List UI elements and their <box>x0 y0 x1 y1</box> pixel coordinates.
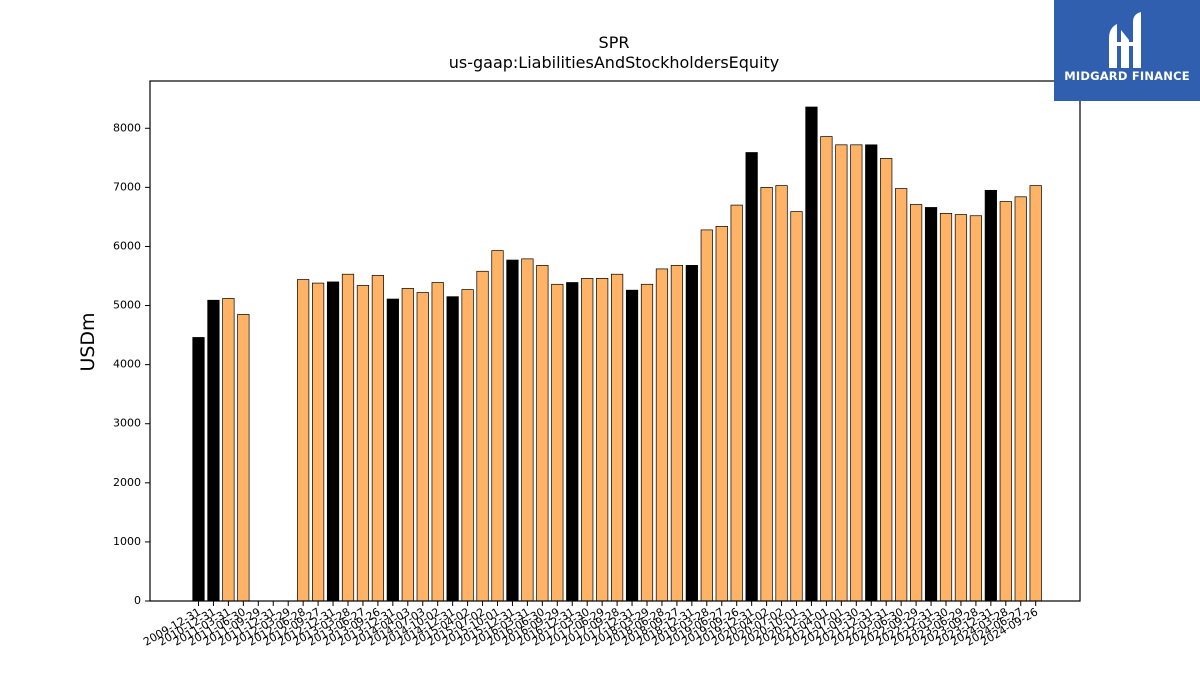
bar-2019-12-31 <box>745 152 758 602</box>
bar-2014-12-31 <box>446 296 459 602</box>
bar-2019-06-27 <box>715 226 728 602</box>
bar-2017-09-28 <box>610 273 624 602</box>
logo-mark-icon <box>1109 12 1141 68</box>
brand-logo: MIDGARD FINANCE <box>1054 0 1200 101</box>
bar-2013-03-28 <box>341 273 355 602</box>
bar-2017-12-31 <box>625 289 639 602</box>
bar-2023-06-29 <box>954 214 968 602</box>
y-tick-label: 5000 <box>113 299 141 312</box>
bar-2021-07-01 <box>835 144 848 602</box>
bar-2019-03-28 <box>700 229 713 602</box>
bar-2014-04-03 <box>401 288 414 602</box>
bar-2018-12-31 <box>685 265 698 602</box>
plot-frame <box>149 80 1081 602</box>
bar-2016-03-31 <box>521 258 534 602</box>
bar-2012-12-31 <box>326 281 340 602</box>
y-axis-label: USDm <box>77 312 99 371</box>
bar-2023-12-31 <box>984 189 997 602</box>
bar-2023-09-28 <box>969 215 983 602</box>
bar-2015-12-31 <box>506 259 519 602</box>
bar-2018-09-27 <box>670 265 684 602</box>
bar-2020-04-02 <box>760 187 773 602</box>
bar-2024-09-26 <box>1029 185 1042 602</box>
y-tick-label: 8000 <box>113 121 141 134</box>
bar-2024-06-27 <box>1014 196 1027 602</box>
bar-2021-09-30 <box>850 144 863 602</box>
bar-2018-03-29 <box>640 283 654 602</box>
bar-2013-06-27 <box>356 285 370 602</box>
y-tick-label: 0 <box>134 594 141 607</box>
bar-2015-10-01 <box>491 250 504 602</box>
bar-2022-03-31 <box>880 158 893 602</box>
bar-2017-06-29 <box>596 278 609 602</box>
bars <box>192 106 1042 602</box>
bar-2014-10-02 <box>431 282 444 602</box>
bar-2018-06-28 <box>655 268 669 602</box>
bar-2016-06-30 <box>536 265 549 602</box>
y-tick-label: 7000 <box>113 180 141 193</box>
bar-2014-07-03 <box>416 292 429 602</box>
bar-2013-09-26 <box>371 275 384 602</box>
bar-2021-04-01 <box>820 136 833 602</box>
bar-2022-12-31 <box>924 207 938 602</box>
chart-title: SPR <box>599 33 630 52</box>
bar-2015-07-02 <box>476 270 489 602</box>
y-tick-label: 6000 <box>113 239 141 252</box>
y-tick-label: 2000 <box>113 476 141 489</box>
bar-2021-12-31 <box>865 144 878 602</box>
logo-text: MIDGARD FINANCE <box>1064 69 1190 83</box>
bar-2020-12-31 <box>805 106 818 602</box>
x-axis: 2009-12-312010-12-312011-03-312011-06-30… <box>141 601 1040 649</box>
bar-2011-06-30 <box>237 314 250 602</box>
bar-2022-06-30 <box>895 188 908 602</box>
bar-2020-07-02 <box>775 185 788 602</box>
bar-2011-03-31 <box>222 298 235 602</box>
bar-2015-04-02 <box>461 289 474 602</box>
bar-2010-12-31 <box>207 299 220 602</box>
y-tick-label: 3000 <box>113 417 141 430</box>
bar-2012-09-27 <box>312 282 325 602</box>
bar-2016-09-29 <box>551 283 564 602</box>
bar-2022-09-29 <box>909 204 923 602</box>
bar-2017-03-30 <box>581 278 594 602</box>
y-tick-label: 1000 <box>113 535 141 548</box>
chart-subtitle: us-gaap:LiabilitiesAndStockholdersEquity <box>449 53 780 72</box>
bar-2009-12-31 <box>192 337 205 602</box>
bar-2013-12-31 <box>386 298 399 602</box>
y-tick-label: 4000 <box>113 358 141 371</box>
bar-2020-10-01 <box>790 211 803 602</box>
bar-2016-12-31 <box>566 282 579 602</box>
bar-2019-09-26 <box>730 204 743 602</box>
y-axis: 0 1000 2000 3000 4000 5000 6000 7000 8000 <box>113 121 150 607</box>
bar-2023-03-30 <box>939 213 953 602</box>
bar-2024-03-28 <box>999 201 1012 602</box>
bar-2012-06-28 <box>297 279 310 602</box>
